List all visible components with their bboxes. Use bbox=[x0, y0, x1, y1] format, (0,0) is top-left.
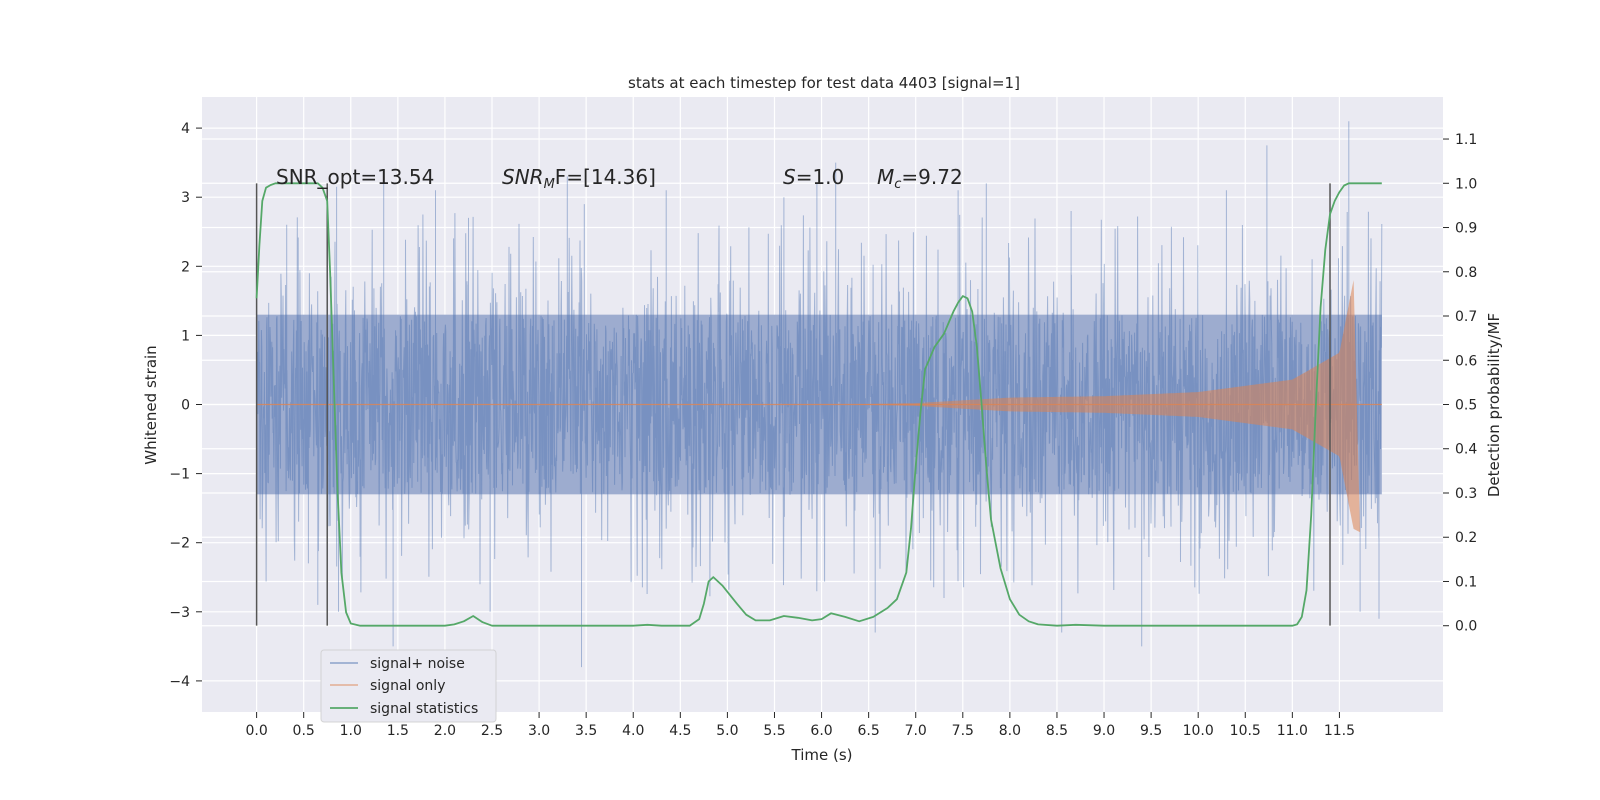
legend-box bbox=[320, 649, 497, 723]
legend: signal+ noise signal only signal statist… bbox=[320, 649, 497, 723]
y2-tick-label-3: 0.3 bbox=[1455, 486, 1477, 502]
annotation-s: S=1.0 bbox=[783, 165, 844, 189]
annotation-snr-opt: SNR_opt=13.54 bbox=[276, 165, 434, 189]
y-tick-label-3: −1 bbox=[169, 467, 190, 483]
x-tick-label-8: 4.0 bbox=[622, 723, 644, 739]
y-tick-label-8: 4 bbox=[181, 121, 190, 137]
x-tick-label-23: 11.5 bbox=[1324, 723, 1355, 739]
y-tick-label-2: −2 bbox=[169, 536, 190, 552]
y2-tick-label-2: 0.2 bbox=[1455, 530, 1477, 546]
annotation-mc: Mc=9.72 bbox=[877, 165, 963, 192]
x-tick-label-15: 7.5 bbox=[952, 723, 974, 739]
y2-tick-label-4: 0.4 bbox=[1455, 442, 1477, 458]
x-tick-label-18: 9.0 bbox=[1093, 723, 1115, 739]
x-tick-label-14: 7.0 bbox=[905, 723, 927, 739]
x-tick-label-10: 5.0 bbox=[716, 723, 738, 739]
axes-ticks: 0.0 0.5 1.0 1.5 2.0 2.5 3.0 3.5 4.0 4.5 5.0 5.5 6.0 6… bbox=[169, 121, 1477, 739]
x-tick-label-6: 3.0 bbox=[528, 723, 550, 739]
y2-tick-label-0: 0.0 bbox=[1455, 619, 1477, 635]
y-tick-label-6: 2 bbox=[181, 259, 190, 275]
y2-tick-label-9: 0.9 bbox=[1455, 221, 1477, 237]
y2-tick-label-1: 0.1 bbox=[1455, 574, 1477, 590]
annotation-snr-mf: SNRMF=[14.36] bbox=[502, 165, 656, 192]
y2-tick-label-6: 0.6 bbox=[1455, 353, 1477, 369]
legend-label-signal-statistics: signal statistics bbox=[370, 701, 478, 717]
y-tick-label-1: −3 bbox=[169, 605, 190, 621]
x-tick-label-17: 8.5 bbox=[1046, 723, 1068, 739]
x-tick-label-4: 2.0 bbox=[434, 723, 456, 739]
x-tick-label-2: 1.0 bbox=[340, 723, 362, 739]
annotations: SNR_opt=13.54 SNRMF=[14.36] S=1.0 Mc=9.7… bbox=[276, 165, 963, 192]
legend-label-signal-only: signal only bbox=[370, 678, 445, 694]
y-tick-label-7: 3 bbox=[181, 190, 190, 206]
y2-tick-label-11: 1.1 bbox=[1455, 132, 1477, 148]
statistics-line bbox=[255, 182, 1382, 627]
x-tick-label-12: 6.0 bbox=[810, 723, 832, 739]
x-tick-label-16: 8.0 bbox=[999, 723, 1021, 739]
x-tick-label-21: 10.5 bbox=[1230, 723, 1261, 739]
x-tick-label-5: 2.5 bbox=[481, 723, 503, 739]
x-tick-label-13: 6.5 bbox=[858, 723, 880, 739]
y-tick-label-0: −4 bbox=[169, 674, 190, 690]
y2-tick-label-8: 0.8 bbox=[1455, 265, 1477, 281]
x-tick-label-11: 5.5 bbox=[763, 723, 785, 739]
vertical-markers bbox=[255, 183, 1331, 626]
x-tick-label-3: 1.5 bbox=[387, 723, 409, 739]
signal-series bbox=[256, 280, 1382, 533]
y-tick-label-4: 0 bbox=[181, 398, 190, 414]
chart-title: stats at each timestep for test data 440… bbox=[628, 74, 1020, 92]
y-tick-label-5: 1 bbox=[181, 328, 190, 344]
y2-tick-label-10: 1.0 bbox=[1455, 176, 1477, 192]
x-tick-label-7: 3.5 bbox=[575, 723, 597, 739]
x-tick-label-19: 9.5 bbox=[1140, 723, 1162, 739]
legend-label-signal-noise: signal+ noise bbox=[370, 656, 465, 672]
x-tick-label-22: 11.0 bbox=[1277, 723, 1308, 739]
y2-tick-label-7: 0.7 bbox=[1455, 309, 1477, 325]
x-tick-label-9: 4.5 bbox=[669, 723, 691, 739]
y2-tick-label-5: 0.5 bbox=[1455, 398, 1477, 414]
signal-envelope bbox=[859, 280, 1361, 533]
y-axis-label: Whitened strain bbox=[142, 345, 160, 464]
x-tick-label-1: 0.5 bbox=[293, 723, 315, 739]
x-tick-label-20: 10.0 bbox=[1183, 723, 1214, 739]
y2-axis-label: Detection probability/MF bbox=[1485, 313, 1503, 497]
x-axis-label: Time (s) bbox=[791, 746, 853, 764]
statistics-series bbox=[255, 182, 1382, 627]
x-tick-label-0: 0.0 bbox=[245, 723, 267, 739]
